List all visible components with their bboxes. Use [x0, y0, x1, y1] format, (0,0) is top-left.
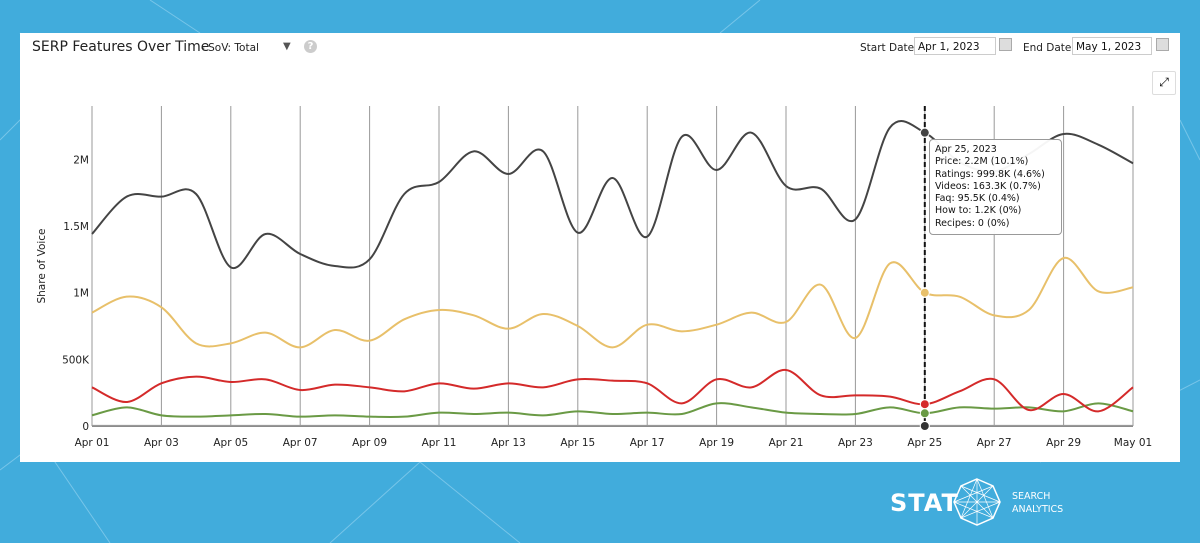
x-tick-label: Apr 15 [560, 437, 595, 449]
x-tick-label: Apr 29 [1046, 437, 1081, 449]
tooltip-line: How to: 1.2K (0%) [935, 205, 1022, 217]
y-axis-label: Share of Voice [36, 228, 48, 303]
x-tick-label: Apr 23 [838, 437, 873, 449]
y-tick-label: 2M [73, 154, 89, 166]
x-tick-label: Apr 21 [769, 437, 804, 449]
expand-icon[interactable]: ⤢ [1152, 71, 1176, 95]
highlight-point [919, 127, 930, 138]
tooltip-line: Faq: 95.5K (0.4%) [935, 193, 1020, 205]
x-tick-label: Apr 09 [352, 437, 387, 449]
y-tick-label: 1.5M [63, 221, 89, 233]
logo-sub1: SEARCH [1012, 491, 1051, 502]
series-line-faq [91, 402, 1134, 419]
highlight-point [919, 421, 930, 431]
x-tick-label: Apr 25 [907, 437, 942, 449]
series-line-ratings [91, 256, 1134, 349]
y-tick-label: 1M [73, 288, 89, 300]
end-date-input[interactable]: May 1, 2023 [1072, 37, 1152, 55]
y-tick-label: 500K [62, 354, 90, 366]
chart-card: SERP Features Over Time - SoV: Total ▼ ?… [20, 33, 1180, 462]
x-tick-label: Apr 07 [283, 437, 318, 449]
highlight-point [919, 408, 930, 419]
chart-title: SERP Features Over Time [32, 39, 210, 55]
calendar-icon[interactable] [1156, 38, 1169, 51]
highlight-point [919, 399, 930, 410]
logo-mark-icon [953, 478, 1001, 526]
x-tick-label: May 01 [1114, 437, 1152, 449]
x-tick-label: Apr 03 [144, 437, 179, 449]
x-tick-label: Apr 11 [422, 437, 457, 449]
metric-select[interactable]: - SoV: Total [201, 42, 259, 54]
x-tick-label: Apr 01 [75, 437, 110, 449]
logo-sub2: ANALYTICS [1012, 504, 1064, 515]
x-tick-label: Apr 27 [977, 437, 1012, 449]
tooltip-line: Videos: 163.3K (0.7%) [935, 180, 1041, 192]
calendar-icon[interactable] [999, 38, 1012, 51]
tooltip-line: Recipes: 0 (0%) [935, 217, 1010, 229]
x-tick-label: Apr 05 [213, 437, 248, 449]
tooltip: Apr 25, 2023 Price: 2.2M (10.1%) Ratings… [929, 139, 1062, 236]
logo-brand: STAT [890, 489, 959, 517]
x-tick-label: Apr 17 [630, 437, 665, 449]
series-line-videos [91, 368, 1134, 413]
chevron-down-icon[interactable]: ▼ [283, 41, 291, 52]
y-tick-label: 0 [82, 421, 89, 433]
x-tick-label: Apr 19 [699, 437, 734, 449]
question-icon[interactable]: ? [304, 40, 317, 53]
start-date-input[interactable]: Apr 1, 2023 [914, 37, 996, 55]
tooltip-line: Price: 2.2M (10.1%) [935, 156, 1029, 168]
tooltip-title: Apr 25, 2023 [935, 144, 997, 155]
start-date-label: Start Date: [860, 42, 918, 54]
end-date-label: End Date: [1023, 42, 1075, 54]
highlight-point [919, 287, 930, 298]
tooltip-line: Ratings: 999.8K (4.6%) [935, 168, 1045, 180]
x-tick-label: Apr 13 [491, 437, 526, 449]
